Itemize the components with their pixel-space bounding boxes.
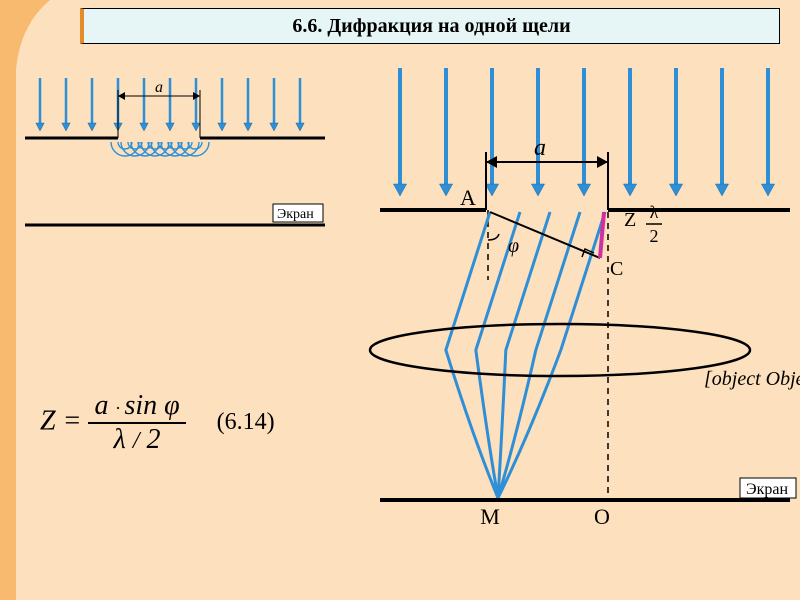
angle-phi-arc [488, 234, 499, 240]
slit-width-dim-r: a [486, 135, 608, 210]
point-C-label: C [610, 258, 623, 280]
screen-label-right: Экран [746, 481, 788, 498]
svg-text:λ: λ [650, 202, 659, 222]
point-M-label: M [480, 504, 500, 529]
point-O-label: O [594, 504, 610, 529]
formula-slash: / [133, 428, 140, 454]
lens-label: [object Object] [704, 368, 800, 390]
formula-Z: Z [40, 405, 56, 436]
svg-text:2: 2 [650, 226, 659, 246]
slit-width-label-r: a [534, 135, 546, 161]
formula-eq: = [63, 405, 89, 436]
path-difference-segment [600, 212, 604, 258]
right-diagram: a A φ C Z λ 2 [object Object] Экран [0, 0, 800, 600]
formula-a: a [94, 390, 108, 421]
formula-phi: φ [164, 390, 180, 421]
equation-number: (6.14) [217, 409, 275, 435]
formula-lambda: λ [114, 424, 126, 455]
formula-2: 2 [146, 424, 160, 455]
formula-sin: sin [124, 390, 157, 421]
point-A-label: A [460, 185, 476, 210]
zones-Z-label: Z [624, 209, 636, 231]
diffracted-rays [446, 212, 605, 498]
angle-phi-label: φ [508, 235, 519, 257]
incident-arrows-right [393, 68, 774, 196]
formula-zones: Z = a · sin φ λ / 2 (6.14) [40, 390, 275, 456]
